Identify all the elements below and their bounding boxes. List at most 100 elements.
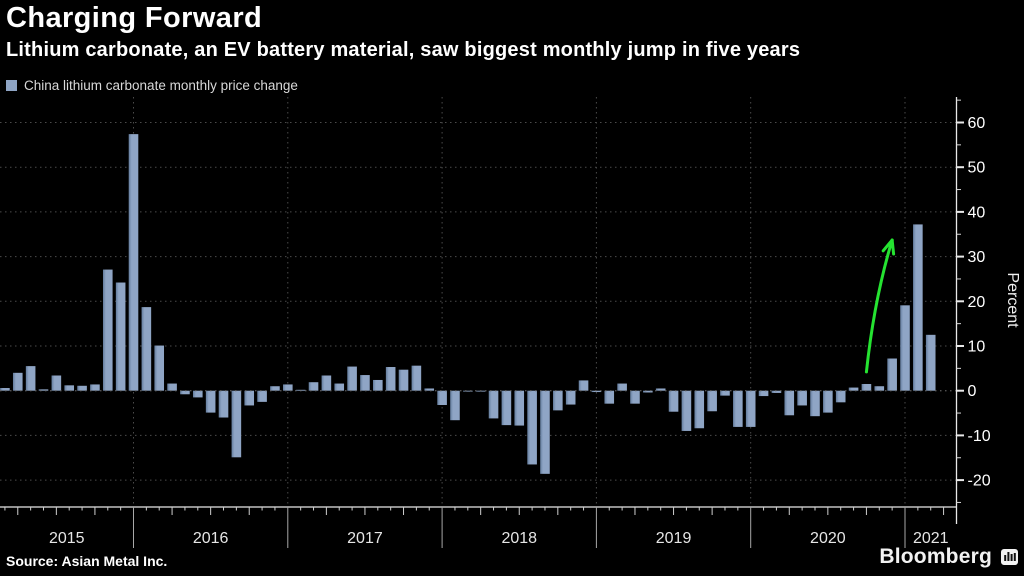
x-year-label: 2019 (656, 530, 692, 547)
bar (38, 389, 49, 391)
x-year-label: 2020 (810, 530, 846, 547)
bar (115, 282, 126, 391)
bar (501, 390, 512, 426)
bar (360, 375, 370, 391)
x-year-label: 2021 (913, 530, 949, 547)
bar (643, 390, 653, 393)
bar (604, 390, 615, 404)
bar (12, 372, 23, 391)
bar (218, 390, 229, 418)
bar (527, 390, 537, 465)
bar (64, 385, 75, 391)
bar (720, 390, 730, 396)
bar (51, 375, 62, 391)
bar (913, 224, 923, 391)
bar (758, 390, 769, 397)
bar (578, 380, 589, 391)
legend: China lithium carbonate monthly price ch… (6, 78, 298, 93)
bar (797, 390, 807, 406)
page-subtitle: Lithium carbonate, an EV battery materia… (6, 39, 801, 61)
brand-footer: Bloomberg (879, 545, 1018, 569)
bar (154, 345, 165, 391)
bar (128, 134, 139, 391)
bar (25, 366, 36, 391)
bar (630, 390, 640, 404)
bar (308, 382, 319, 391)
bar (321, 375, 332, 391)
y-tick-label: 60 (968, 115, 986, 132)
source-credit: Source: Asian Metal Inc. (6, 553, 168, 569)
bar (192, 390, 203, 398)
y-tick-label: 40 (968, 204, 986, 221)
bar (167, 383, 177, 391)
highlight-arrow (864, 238, 894, 374)
bar (77, 385, 87, 391)
brand-wordmark: Bloomberg (879, 545, 992, 568)
bar (205, 390, 216, 413)
bar (411, 365, 422, 391)
bar (347, 366, 357, 391)
bar (745, 390, 756, 427)
x-year-label: 2015 (49, 530, 85, 547)
bar (591, 390, 602, 393)
bar (668, 390, 679, 412)
y-tick-label: 10 (968, 339, 986, 356)
bar (810, 390, 820, 417)
y-tick-label: -10 (968, 428, 991, 445)
bar (707, 390, 717, 412)
bar (617, 383, 627, 391)
bar (823, 390, 833, 413)
bar (655, 388, 666, 391)
x-year-label: 2018 (501, 530, 537, 547)
bar (835, 390, 846, 403)
bar (373, 379, 383, 391)
bar (244, 390, 255, 406)
bar (514, 390, 525, 426)
bar (861, 383, 872, 391)
bar (450, 390, 460, 421)
y-tick-label: 50 (968, 160, 986, 177)
bar (681, 390, 692, 431)
bar (180, 390, 190, 395)
bar (90, 384, 100, 391)
bar (282, 384, 293, 391)
bar (784, 390, 795, 416)
bar (771, 390, 782, 393)
bar (463, 390, 473, 392)
legend-swatch-icon (6, 80, 17, 91)
bar (900, 305, 910, 391)
bar (102, 269, 113, 391)
highlight-arrowhead (890, 238, 896, 256)
page-title: Charging Forward (6, 2, 263, 34)
bar (257, 390, 267, 402)
x-year-label: 2017 (347, 530, 383, 547)
bar (733, 390, 743, 427)
bar (925, 334, 936, 391)
bar (398, 369, 409, 391)
bar (437, 390, 447, 406)
bar (887, 358, 897, 391)
bar (540, 390, 550, 474)
bar (553, 390, 563, 411)
bar (488, 390, 499, 419)
bar (334, 383, 345, 391)
bloomberg-terminal-icon (1001, 549, 1018, 565)
y-axis-title: Percent (1004, 272, 1021, 328)
bar (565, 390, 576, 405)
y-tick-label: 30 (968, 249, 986, 266)
y-tick-label: 0 (968, 383, 977, 400)
bar (385, 367, 396, 391)
bar (0, 388, 10, 391)
bar (694, 390, 705, 429)
y-tick-label: 20 (968, 294, 986, 311)
bar (270, 386, 280, 391)
y-tick-label: -20 (968, 473, 991, 490)
bar (141, 307, 152, 391)
bar (848, 387, 859, 391)
bar (231, 390, 242, 458)
x-year-label: 2016 (193, 530, 229, 547)
bar (424, 388, 435, 391)
bar (874, 386, 885, 391)
